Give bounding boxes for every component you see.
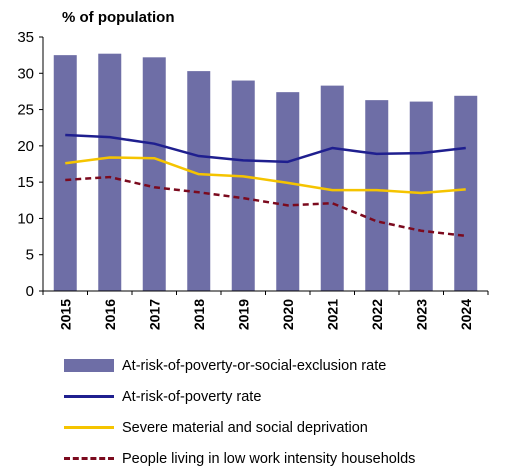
bar	[320, 85, 344, 291]
x-tick-label: 2021	[324, 299, 340, 330]
bar	[409, 101, 433, 292]
x-tick-label: 2018	[191, 299, 207, 330]
legend-swatch-line	[64, 426, 114, 429]
y-axis-title: % of population	[62, 9, 175, 26]
bar	[53, 55, 77, 292]
bar	[365, 100, 389, 291]
legend-item-arop: At-risk-of-poverty rate	[64, 381, 415, 412]
bar	[276, 92, 300, 291]
legend-swatch-line	[64, 395, 114, 398]
y-tick-label: 30	[17, 65, 34, 82]
bar	[142, 57, 166, 291]
x-tick-label: 2017	[146, 299, 162, 330]
x-tick-label: 2022	[369, 299, 385, 330]
y-tick-label: 35	[17, 29, 34, 46]
x-tick-label: 2016	[102, 299, 118, 330]
legend-swatch-bar	[64, 359, 114, 372]
legend-item-arope: At-risk-of-poverty-or-social-exclusion r…	[64, 350, 415, 381]
series-line	[65, 133, 466, 164]
chart: 0 5 10 15 20 25 30 35 2015 2016 2017 2018 2019 2020 20…	[17, 29, 489, 330]
bar	[187, 71, 211, 291]
x-tick-label: 2020	[280, 299, 296, 330]
y-tick-label: 25	[17, 102, 34, 119]
y-tick-label: 0	[26, 283, 34, 300]
bar	[98, 53, 122, 291]
bar	[454, 95, 478, 291]
y-tick-label: 10	[17, 210, 34, 227]
x-tick-label: 2015	[57, 299, 73, 330]
legend-label: People living in low work intensity hous…	[122, 450, 416, 467]
bar	[231, 80, 255, 292]
legend: At-risk-of-poverty-or-social-exclusion r…	[64, 350, 415, 474]
legend-label: Severe material and social deprivation	[122, 419, 368, 436]
legend-item-smsd: Severe material and social deprivation	[64, 412, 415, 443]
series-line	[65, 175, 466, 238]
series-line	[65, 156, 466, 195]
x-tick-label: 2023	[413, 299, 429, 330]
legend-swatch-dash	[64, 457, 114, 460]
x-tick-label: 2024	[458, 299, 474, 330]
legend-label: At-risk-of-poverty-or-social-exclusion r…	[122, 357, 387, 374]
y-tick-label: 20	[17, 138, 34, 155]
y-tick-label: 5	[26, 247, 34, 264]
x-tick-label: 2019	[235, 299, 251, 330]
y-tick-label: 15	[17, 174, 34, 191]
legend-label: At-risk-of-poverty rate	[122, 388, 262, 405]
legend-item-lwi: People living in low work intensity hous…	[64, 443, 415, 474]
